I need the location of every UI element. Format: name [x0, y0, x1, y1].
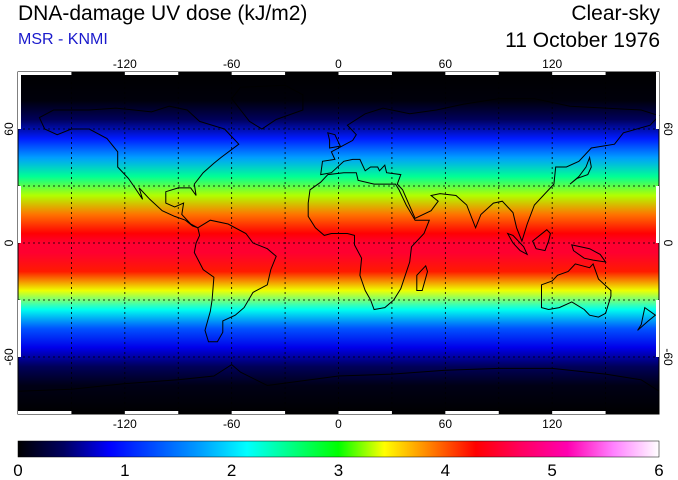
colorbar-tick-label: 2 [227, 461, 236, 480]
madagascar-outline [416, 264, 429, 291]
longitude-labels-top: -120 -60 0 60 120 [113, 57, 563, 71]
lon-label-top: 60 [439, 57, 453, 71]
colorbar: 0 1 2 3 4 5 6 [13, 440, 664, 480]
colorbar-tick-labels: 0 1 2 3 4 5 6 [13, 461, 663, 480]
eurasia-outline [320, 98, 660, 243]
lat-label-right: -60 [661, 348, 675, 366]
colorbar-tick-label: 6 [654, 461, 663, 480]
map-source: MSR - KNMI [18, 31, 108, 48]
lon-label-top: 120 [542, 57, 562, 71]
colorbar-tick-label: 0 [13, 461, 22, 480]
frame-ticks [18, 72, 659, 414]
lon-label-bottom: 60 [439, 417, 453, 431]
new-guinea-outline [571, 244, 607, 263]
colorbar-gradient [17, 440, 660, 458]
lat-label-right: 60 [661, 122, 675, 136]
greenland-outline [231, 84, 304, 130]
australia-outline [541, 262, 612, 318]
africa-outline [307, 172, 431, 311]
lon-label-bottom: 120 [542, 417, 562, 431]
lat-label-left: -60 [2, 348, 16, 366]
latitude-labels-right: 60 0 -60 [661, 122, 675, 366]
japan-outline [569, 155, 592, 185]
latitude-labels-left: 60 0 -60 [2, 122, 16, 366]
longitude-labels-bottom: -120 -60 0 60 120 [113, 417, 563, 431]
borneo-outline [531, 229, 551, 252]
north-america-outline [38, 105, 240, 229]
lon-label-bottom: -60 [223, 417, 241, 431]
antarctica-outline [17, 363, 660, 392]
colorbar-tick-label: 3 [334, 461, 343, 480]
lon-label-top: 0 [335, 57, 342, 71]
lat-label-left: 0 [2, 239, 16, 246]
sky-condition: Clear-sky [571, 2, 660, 25]
colorbar-tick-label: 4 [441, 461, 450, 480]
british-isles-outline [327, 132, 342, 149]
map-panel [17, 71, 660, 415]
colorbar-tick-label: 1 [120, 461, 129, 480]
lat-label-right: 0 [661, 240, 675, 247]
colorbar-tick-label: 5 [547, 461, 556, 480]
lat-label-left: 60 [2, 122, 16, 136]
new-zealand-outline [637, 306, 657, 331]
lon-label-bottom: -120 [113, 417, 137, 431]
lon-label-top: -120 [113, 57, 137, 71]
continent-outlines [17, 84, 660, 392]
lon-label-bottom: 0 [335, 417, 342, 431]
map-title: DNA-damage UV dose (kJ/m2) [18, 2, 308, 25]
lon-label-top: -60 [223, 57, 241, 71]
lat-lon-grid [18, 72, 659, 414]
map-date: 11 October 1976 [505, 29, 660, 52]
